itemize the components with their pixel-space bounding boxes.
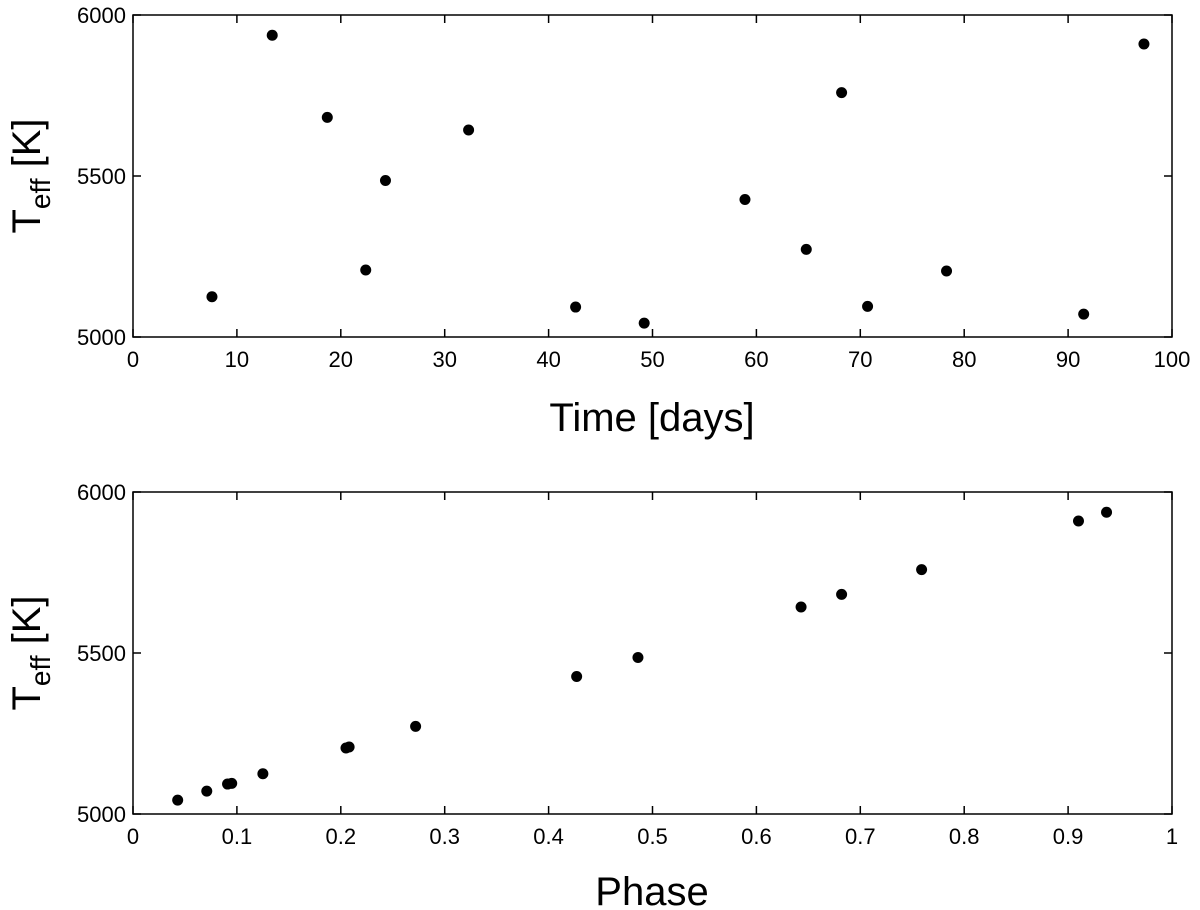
x-tick-label: 1 bbox=[1166, 824, 1178, 849]
x-tick-label: 30 bbox=[432, 347, 456, 372]
data-point bbox=[941, 265, 953, 277]
chart-phase: 0 0.1 0.2 0.3 0.4 0.5 0.6 0.7 0.8 0.9 1 5000 5500 60… bbox=[5, 480, 1178, 910]
data-point bbox=[1078, 308, 1090, 320]
x-tick-label: 20 bbox=[329, 347, 353, 372]
data-point bbox=[206, 291, 218, 303]
x-tick-label: 100 bbox=[1154, 347, 1191, 372]
data-points-phase bbox=[172, 506, 1113, 806]
data-point bbox=[266, 29, 278, 41]
data-point bbox=[1138, 38, 1150, 50]
data-point bbox=[360, 264, 372, 276]
y-tick-label: 5000 bbox=[77, 325, 126, 350]
plot-frame-phase bbox=[132, 491, 1173, 815]
data-point bbox=[836, 588, 848, 600]
x-tick-label: 0.4 bbox=[533, 824, 564, 849]
y-axis-title-sub: eff bbox=[25, 178, 56, 209]
y-tick-label: 6000 bbox=[77, 480, 126, 505]
x-axis-title-time: Time [days] bbox=[549, 396, 754, 440]
x-tick-label: 0.9 bbox=[1053, 824, 1084, 849]
y-axis-title-time: Teff [K] bbox=[5, 118, 56, 233]
x-tick-label: 0 bbox=[127, 824, 139, 849]
data-point bbox=[739, 194, 751, 206]
x-tick-label: 60 bbox=[744, 347, 768, 372]
data-point bbox=[571, 671, 583, 683]
y-ticks-phase: 5000 5500 6000 bbox=[77, 480, 1172, 827]
y-tick-label: 5500 bbox=[77, 164, 126, 189]
y-tick-label: 6000 bbox=[77, 3, 126, 28]
x-tick-label: 40 bbox=[536, 347, 560, 372]
data-point bbox=[257, 768, 269, 780]
x-tick-label: 0.1 bbox=[222, 824, 253, 849]
x-tick-label: 70 bbox=[848, 347, 872, 372]
data-points-time bbox=[206, 29, 1150, 329]
y-axis-title-main: T bbox=[5, 209, 49, 233]
x-tick-label: 0.2 bbox=[326, 824, 357, 849]
y-axis-title-phase: Teff [K] bbox=[5, 595, 56, 710]
y-axis-title-unit: [K] bbox=[5, 118, 49, 178]
plot-frame-time bbox=[132, 14, 1173, 338]
x-tick-label: 10 bbox=[225, 347, 249, 372]
x-ticks-phase: 0 0.1 0.2 0.3 0.4 0.5 0.6 0.7 0.8 0.9 1 bbox=[127, 492, 1178, 849]
x-tick-label: 0.5 bbox=[637, 824, 668, 849]
data-point bbox=[570, 301, 582, 313]
y-axis-title-unit: [K] bbox=[5, 595, 49, 655]
data-point bbox=[862, 300, 874, 312]
x-tick-label: 90 bbox=[1056, 347, 1080, 372]
data-point bbox=[343, 741, 355, 753]
y-tick-label: 5000 bbox=[77, 802, 126, 827]
x-tick-label: 0.7 bbox=[845, 824, 876, 849]
y-tick-label: 5500 bbox=[77, 641, 126, 666]
x-tick-label: 0.3 bbox=[429, 824, 460, 849]
data-point bbox=[836, 87, 848, 99]
x-tick-label: 0.6 bbox=[741, 824, 772, 849]
data-point bbox=[638, 317, 650, 329]
data-point bbox=[1072, 515, 1084, 527]
y-axis-title-sub: eff bbox=[25, 655, 56, 686]
y-ticks-time: 5000 5500 6000 bbox=[77, 3, 1172, 350]
data-point bbox=[379, 175, 391, 187]
data-point bbox=[321, 111, 333, 123]
x-axis-title-phase: Phase bbox=[595, 870, 708, 910]
data-point bbox=[463, 124, 475, 136]
data-point bbox=[632, 652, 644, 664]
x-tick-label: 0 bbox=[127, 347, 139, 372]
data-point bbox=[172, 794, 184, 806]
x-tick-label: 0.8 bbox=[949, 824, 980, 849]
chart-time: 0 10 20 30 40 50 60 70 80 90 100 5000 5500 6000 Time… bbox=[5, 3, 1190, 440]
data-point bbox=[916, 564, 928, 576]
data-point bbox=[410, 720, 422, 732]
y-axis-title-main: T bbox=[5, 686, 49, 710]
x-tick-label: 50 bbox=[640, 347, 664, 372]
data-point bbox=[800, 243, 812, 255]
data-point bbox=[1101, 506, 1113, 518]
x-ticks-time: 0 10 20 30 40 50 60 70 80 90 100 bbox=[127, 15, 1190, 372]
data-point bbox=[201, 785, 213, 797]
data-point bbox=[226, 777, 238, 789]
data-point bbox=[795, 601, 807, 613]
x-tick-label: 80 bbox=[952, 347, 976, 372]
